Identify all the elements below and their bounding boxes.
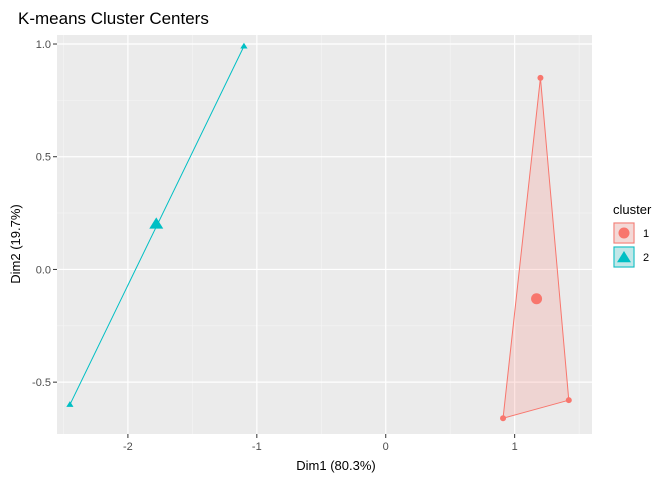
cluster-points [66,42,572,422]
x-tick-label: 1 [512,441,518,453]
y-tick-label: 0.0 [36,264,51,276]
x-axis-title: Dim1 (80.3%) [296,458,375,473]
y-axis-title: Dim2 (19.7%) [8,204,23,283]
cluster-centers [149,217,543,305]
y-tick-label: 1.0 [36,39,51,51]
grid-major [57,35,592,434]
legend-label: 1 [643,228,649,240]
legend-key-1 [613,222,635,244]
legend-title: cluster [613,202,652,217]
chart-title: K-means Cluster Centers [18,9,209,28]
cluster-1-hull [502,77,570,419]
cluster-2-point [66,401,74,407]
legend-key-2 [613,246,635,268]
x-tick-label: -2 [123,441,133,453]
x-tick-label: -1 [252,441,262,453]
x-tick-label: 0 [383,441,389,453]
legend-key-circle [618,227,630,239]
legend: cluster 1 2 [613,202,652,268]
cluster-1-point [537,74,544,81]
legend-label: 2 [643,252,649,264]
cluster-2-center [149,217,164,229]
grid-minor [57,35,592,434]
y-tick-label: -0.5 [32,377,51,389]
plot-panel [57,35,592,434]
cluster-1-point [565,397,572,404]
cluster-2-point [240,42,248,49]
y-axis: -0.5 0.0 0.5 1.0 [32,39,57,389]
cluster-1-point [500,415,507,422]
y-tick-label: 0.5 [36,152,51,164]
x-axis: -2 -1 0 1 [123,434,518,453]
legend-key-triangle [617,251,631,263]
cluster-1-center [531,293,543,305]
